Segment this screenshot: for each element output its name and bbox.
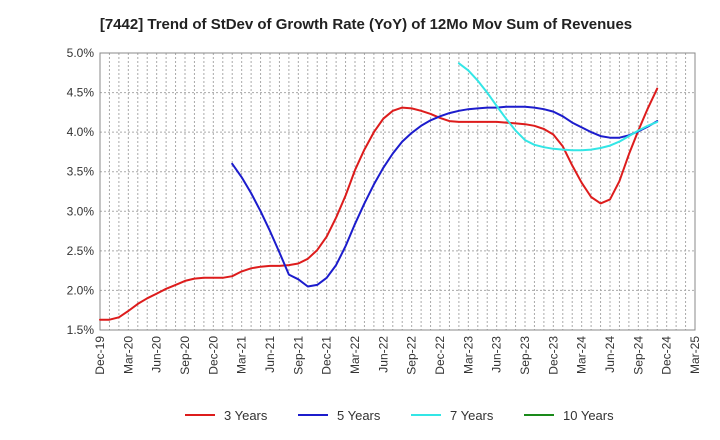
series-line xyxy=(457,62,659,152)
y-tick-label: 2.5% xyxy=(67,244,95,258)
x-tick-label: Dec-22 xyxy=(433,336,447,375)
x-tick-label: Mar-21 xyxy=(235,336,249,374)
x-tick-label: Sep-20 xyxy=(178,336,192,375)
x-tick-label: Sep-23 xyxy=(518,336,532,375)
x-tick-label: Dec-20 xyxy=(206,336,220,375)
series-line xyxy=(231,105,659,288)
x-tick-label: Sep-22 xyxy=(405,336,419,375)
y-tick-label: 1.5% xyxy=(67,323,95,337)
x-tick-label: Dec-23 xyxy=(546,336,560,375)
legend: 3 Years 5 Years 7 Years 10 Years xyxy=(185,408,614,423)
chart-title: [7442] Trend of StDev of Growth Rate (Yo… xyxy=(100,16,632,33)
legend-label: 7 Years xyxy=(450,408,494,423)
legend-label: 5 Years xyxy=(337,408,381,423)
series-layer xyxy=(99,62,659,321)
plot-frame xyxy=(99,52,696,331)
x-axis: Dec-19 Mar-20 Jun-20 Sep-20 Dec-20 Mar-21 Jun-… xyxy=(93,336,702,375)
grid-layer xyxy=(100,52,695,331)
x-tick-label: Jun-22 xyxy=(376,336,390,373)
x-tick-label: Mar-22 xyxy=(348,336,362,374)
x-tick-label: Sep-24 xyxy=(631,336,645,375)
legend-label: 3 Years xyxy=(224,408,268,423)
x-tick-label: Jun-20 xyxy=(150,336,164,373)
y-tick-label: 4.5% xyxy=(67,86,95,100)
y-tick-label: 5.0% xyxy=(67,46,95,60)
x-tick-label: Mar-20 xyxy=(121,336,135,374)
x-tick-label: Jun-24 xyxy=(603,336,617,373)
y-tick-label: 3.5% xyxy=(67,165,95,179)
x-tick-label: Sep-21 xyxy=(291,336,305,375)
x-tick-label: Mar-23 xyxy=(461,336,475,374)
x-tick-label: Mar-25 xyxy=(688,336,702,374)
x-tick-label: Dec-24 xyxy=(660,336,674,375)
y-tick-label: 2.0% xyxy=(67,283,95,297)
y-tick-label: 3.0% xyxy=(67,204,95,218)
y-tick-label: 4.0% xyxy=(67,125,95,139)
x-tick-label: Mar-24 xyxy=(575,336,589,374)
x-tick-label: Jun-21 xyxy=(263,336,277,373)
x-tick-label: Jun-23 xyxy=(490,336,504,373)
legend-label: 10 Years xyxy=(563,408,614,423)
x-tick-label: Dec-19 xyxy=(93,336,107,375)
x-tick-label: Dec-21 xyxy=(320,336,334,375)
y-axis: 1.5% 2.0% 2.5% 3.0% 3.5% 4.0% 4.5% 5.0% xyxy=(67,46,95,337)
